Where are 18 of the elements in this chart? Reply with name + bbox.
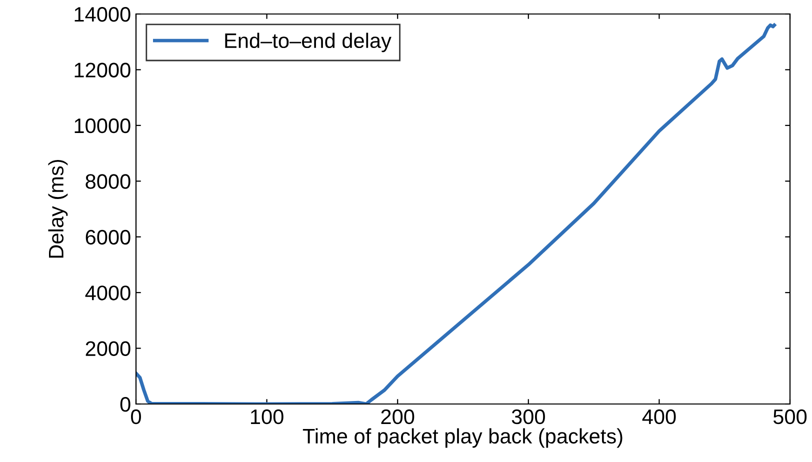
y-tick-label: 4000 xyxy=(85,286,130,300)
y-tick-label: 10000 xyxy=(74,118,130,134)
y-tick-label: 0 xyxy=(120,397,130,412)
y-tick-label: 6000 xyxy=(86,230,130,245)
x-tick-label: 200 xyxy=(381,409,414,424)
y-axis-title: Delay (ms) xyxy=(48,160,68,258)
x-axis-title: Time of packet play back (packets) xyxy=(302,428,622,448)
x-tick-label: 500 xyxy=(773,409,807,424)
x-tick-label: 100 xyxy=(251,409,284,424)
x-tick-label: 0 xyxy=(131,409,141,424)
y-tick-label: 2000 xyxy=(86,341,130,356)
x-tick-label: 300 xyxy=(512,409,545,424)
legend-label: End–to–end delay xyxy=(225,32,392,52)
line-series xyxy=(136,23,776,404)
y-tick-label: 12000 xyxy=(74,62,130,78)
y-tick-label: 14000 xyxy=(74,7,130,22)
y-tick-label: 8000 xyxy=(86,174,130,189)
x-tick-label: 400 xyxy=(642,409,676,424)
